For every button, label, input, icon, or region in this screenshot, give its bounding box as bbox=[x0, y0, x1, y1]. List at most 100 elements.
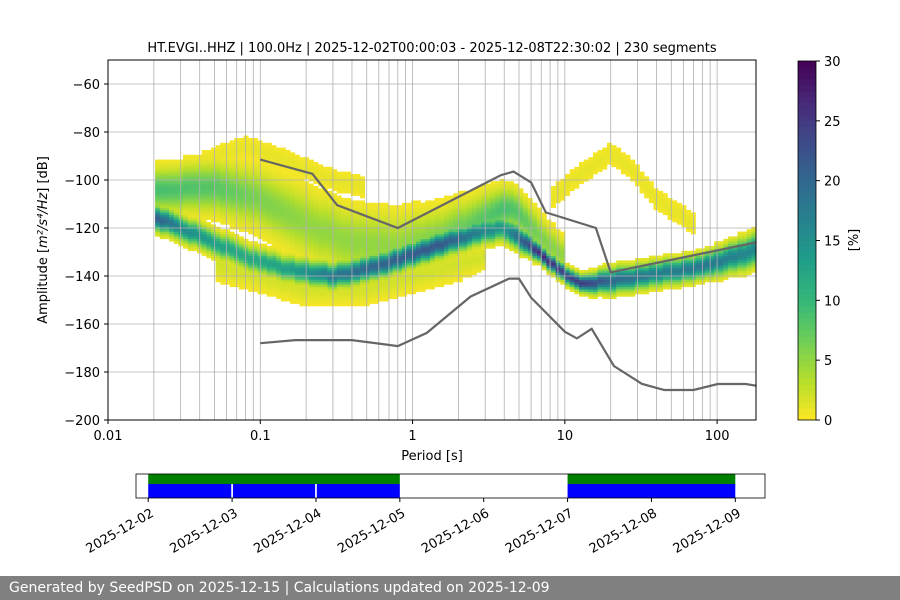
psd-density-cell bbox=[355, 270, 361, 273]
psd-density-cell bbox=[318, 176, 324, 180]
psd-density-cell bbox=[215, 270, 221, 273]
psd-density-cell bbox=[569, 267, 575, 271]
psd-density-cell bbox=[308, 262, 314, 266]
psd-density-cell bbox=[388, 289, 393, 292]
psd-density-cell bbox=[578, 272, 584, 276]
psd-density-cell bbox=[630, 289, 636, 292]
psd-density-cell bbox=[243, 183, 249, 187]
psd-density-cell bbox=[369, 262, 375, 266]
psd-density-cell bbox=[732, 258, 738, 261]
psd-density-cell bbox=[392, 246, 398, 249]
psd-density-cell bbox=[411, 238, 417, 242]
psd-density-cell bbox=[723, 260, 729, 264]
psd-density-cell bbox=[537, 224, 543, 228]
psd-density-cell bbox=[252, 150, 258, 153]
psd-density-cell bbox=[313, 253, 319, 256]
psd-density-cell bbox=[336, 279, 342, 283]
psd-density-cell bbox=[169, 234, 175, 237]
availability-span-bottom bbox=[148, 484, 232, 498]
psd-density-cell bbox=[742, 236, 747, 240]
psd-density-cell bbox=[397, 243, 403, 247]
psd-density-cell bbox=[453, 212, 459, 216]
psd-density-cell bbox=[737, 234, 743, 237]
psd-density-cell bbox=[667, 205, 673, 208]
psd-density-cell bbox=[341, 267, 347, 271]
psd-density-cell bbox=[173, 207, 179, 211]
psd-density-cell bbox=[360, 205, 366, 208]
psd-density-cell bbox=[434, 262, 440, 266]
psd-density-cell bbox=[378, 231, 384, 235]
psd-density-cell bbox=[169, 164, 175, 168]
psd-density-cell bbox=[411, 258, 417, 261]
psd-density-cell bbox=[355, 265, 361, 268]
psd-density-cell bbox=[369, 253, 375, 256]
psd-density-cell bbox=[392, 289, 398, 292]
psd-density-cell bbox=[238, 260, 244, 264]
psd-density-cell bbox=[448, 272, 454, 276]
psd-density-cell bbox=[299, 224, 305, 228]
psd-density-cell bbox=[383, 270, 389, 273]
colorbar-step bbox=[798, 270, 816, 277]
psd-density-cell bbox=[271, 166, 277, 170]
psd-density-cell bbox=[304, 231, 310, 235]
psd-density-cell bbox=[206, 195, 212, 199]
psd-density-cell bbox=[285, 198, 291, 201]
psd-density-cell bbox=[173, 190, 179, 194]
psd-density-cell bbox=[592, 164, 598, 168]
psd-density-cell bbox=[355, 246, 361, 249]
psd-density-cell bbox=[704, 255, 710, 259]
psd-density-cell bbox=[597, 152, 603, 156]
psd-density-cell bbox=[448, 241, 454, 244]
psd-density-cell bbox=[532, 210, 538, 213]
psd-density-cell bbox=[448, 202, 454, 206]
psd-density-cell bbox=[574, 267, 580, 271]
psd-density-cell bbox=[467, 229, 473, 232]
psd-density-cell bbox=[499, 205, 505, 208]
psd-density-cell bbox=[448, 253, 454, 256]
psd-density-cell bbox=[341, 212, 347, 216]
psd-density-cell bbox=[578, 171, 584, 175]
psd-density-cell bbox=[518, 255, 524, 259]
psd-density-cell bbox=[597, 277, 603, 280]
psd-density-cell bbox=[266, 234, 272, 237]
psd-density-cell bbox=[341, 298, 347, 302]
psd-density-cell bbox=[322, 169, 328, 172]
psd-density-cell bbox=[341, 296, 347, 300]
psd-density-cell bbox=[546, 241, 552, 244]
psd-density-cell bbox=[401, 284, 407, 288]
psd-density-cell bbox=[718, 241, 724, 244]
psd-density-cell bbox=[248, 241, 254, 244]
psd-density-cell bbox=[462, 200, 468, 204]
psd-density-cell bbox=[560, 188, 566, 192]
psd-density-cell bbox=[746, 250, 752, 254]
psd-density-cell bbox=[271, 250, 277, 254]
psd-density-cell bbox=[280, 270, 286, 273]
psd-density-cell bbox=[238, 250, 244, 254]
psd-density-cell bbox=[374, 243, 379, 247]
psd-density-cell bbox=[290, 289, 296, 292]
psd-density-cell bbox=[276, 210, 282, 213]
psd-density-cell bbox=[224, 253, 230, 256]
psd-density-cell bbox=[662, 282, 668, 285]
psd-density-cell bbox=[569, 169, 575, 172]
psd-density-cell bbox=[448, 265, 454, 268]
psd-density-cell bbox=[457, 200, 463, 204]
psd-density-cell bbox=[313, 267, 319, 271]
psd-density-cell bbox=[304, 186, 310, 189]
psd-density-cell bbox=[714, 279, 720, 283]
psd-density-cell bbox=[294, 224, 300, 228]
psd-density-cell bbox=[192, 159, 198, 163]
psd-density-cell bbox=[313, 282, 319, 285]
psd-density-cell bbox=[224, 248, 230, 252]
psd-density-cell bbox=[448, 219, 454, 223]
psd-density-cell bbox=[415, 214, 421, 218]
psd-density-cell bbox=[266, 190, 272, 194]
psd-density-cell bbox=[350, 224, 356, 228]
psd-density-cell bbox=[448, 277, 454, 280]
psd-density-cell bbox=[457, 212, 463, 216]
psd-density-cell bbox=[504, 193, 510, 196]
psd-density-cell bbox=[308, 210, 314, 213]
psd-density-cell bbox=[262, 234, 268, 237]
psd-density-cell bbox=[266, 202, 272, 206]
psd-density-cell bbox=[509, 183, 515, 187]
